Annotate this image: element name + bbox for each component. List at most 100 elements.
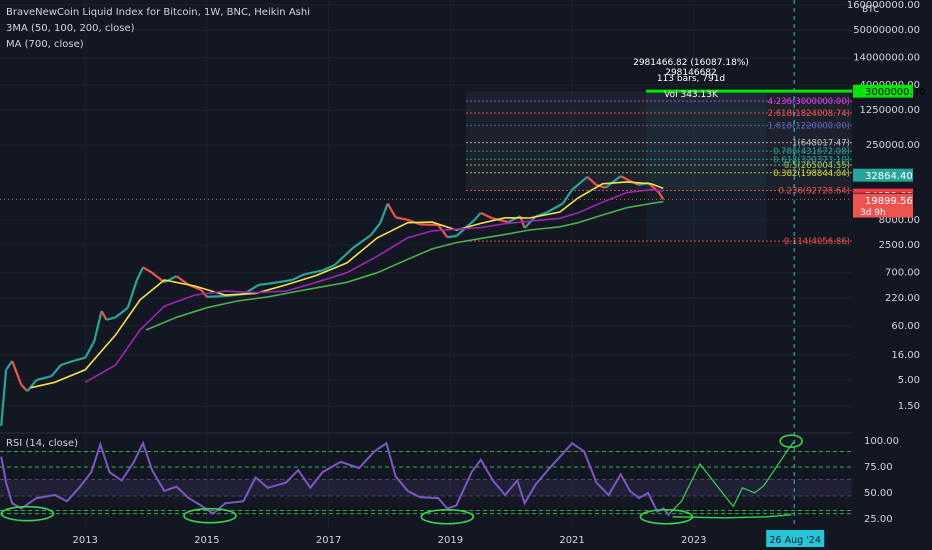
price-segment (100, 310, 108, 321)
price-segment (60, 359, 74, 367)
price-segment (142, 266, 153, 274)
price-segment (258, 282, 268, 286)
chart-title: BraveNewCoin Liquid Index for Bitcoin, 1… (6, 7, 310, 18)
fib-retracement[interactable]: 4.236(3000000.00) 2.618(1824008.74) 1.618(… (0, 0, 852, 528)
ma-line-ma50[interactable] (30, 181, 664, 389)
grid (0, 0, 932, 528)
time-tick-label: 2019 (438, 535, 463, 546)
price-axis[interactable]: 160000000.0050000000.0014000000.00400000… (847, 0, 932, 528)
price-label: 19899.56 (865, 196, 913, 207)
price-segment (84, 340, 96, 359)
price-label-box (853, 84, 913, 98)
fib-level-label: 0.114(4056.86) (784, 237, 850, 247)
annotation-ellipse[interactable] (420, 508, 475, 525)
price-segment (657, 191, 665, 200)
fib-level-label: 0.5(265004.55) (784, 161, 850, 171)
price-tick-label: 1250000.00 (860, 105, 920, 116)
price-segment (126, 279, 138, 309)
price-pane[interactable] (0, 175, 665, 427)
indicator-ma-label[interactable]: MA (700, close) (6, 39, 84, 50)
rsi-title[interactable]: RSI (14, close) (6, 438, 79, 449)
ma-line-ma200[interactable] (145, 200, 664, 331)
price-segment (447, 234, 457, 239)
fib-level-label: 2.618(1824008.74) (768, 109, 850, 119)
price-segment (370, 222, 382, 236)
time-tick-label: 2021 (559, 535, 584, 546)
rsi-projection[interactable] (668, 440, 795, 515)
price-segment (473, 212, 482, 221)
fib-level-label: 0.786(431672.08) (773, 147, 850, 157)
date-marker-label: 26 Aug '24 (769, 535, 820, 546)
measure-line-1: 2981466.82 (16087.18%) 298146682 (633, 58, 749, 78)
price-label-countdown: 3d 9h (860, 208, 886, 218)
price-tick-label: 700.00 (885, 268, 920, 279)
price-tick-label: 250000.00 (866, 140, 920, 151)
price-label: 3000000.00 (865, 87, 925, 98)
annotation-ellipse[interactable] (0, 505, 55, 522)
time-tick-label: 2015 (194, 535, 219, 546)
price-tick-label: 16.00 (891, 350, 920, 361)
price-tick-label: 160000000.00 (847, 0, 920, 11)
price-tick-label: 60.00 (891, 321, 920, 332)
price-segment (72, 356, 86, 363)
price-segment (437, 224, 449, 238)
price-segment (175, 275, 190, 286)
price-segment (36, 375, 52, 382)
measure-line-2: 113 bars, 791d (656, 74, 726, 84)
price-tick-label: 5.00 (898, 375, 920, 386)
price-segment (93, 310, 103, 342)
time-tick-label: 2013 (72, 535, 97, 546)
annotation-ellipse[interactable] (639, 508, 694, 525)
time-tick-label: 2023 (681, 535, 706, 546)
price-segment (291, 273, 305, 281)
rsi-pane[interactable] (0, 434, 852, 525)
price-segment (11, 360, 23, 386)
price-label: 32864.40 (865, 171, 913, 182)
price-tick-label: 8000.00 (879, 215, 920, 226)
price-segment (507, 215, 521, 224)
price-segment (620, 175, 631, 182)
rsi-tick-label: 25.00 (864, 514, 893, 525)
price-label-box (853, 168, 913, 182)
price-segment (352, 234, 372, 249)
price-segment (50, 364, 62, 377)
price-segment (135, 266, 144, 281)
fib-level-label: 0.382(198844.04) (773, 169, 850, 179)
price-segment (571, 175, 589, 191)
measure-zone (646, 91, 766, 242)
price-segment (395, 216, 408, 221)
annotation-ellipse[interactable] (183, 507, 237, 524)
rsi-support-curve[interactable] (672, 514, 792, 519)
price-segment (163, 275, 177, 284)
price-segment (419, 223, 439, 227)
price-tick-label: 50000000.00 (853, 25, 920, 36)
price-segment (333, 247, 354, 266)
price-segment (596, 183, 606, 189)
price-segment (379, 203, 389, 224)
annotation-ellipse[interactable] (779, 434, 803, 448)
date-marker-box (766, 530, 825, 547)
fib-level-label: 4.236(3000000.00) (768, 97, 850, 107)
price-segment (480, 211, 494, 220)
price-label-box (853, 193, 913, 218)
price-segment (304, 269, 323, 276)
price-segment (0, 369, 8, 427)
price-segment (561, 189, 574, 205)
price-tick-label: 1.50 (898, 401, 920, 412)
fib-level-label: 0.236(92728.64) (778, 186, 850, 196)
price-tick-label: 14000000.00 (853, 53, 920, 64)
rsi-line[interactable] (0, 440, 671, 517)
time-axis-bg (0, 528, 932, 550)
price-tick-label: 2500.00 (879, 240, 920, 251)
price-segment (523, 215, 537, 229)
price-segment (26, 379, 38, 392)
ma-line-ma100[interactable] (84, 188, 664, 383)
currency-label: BTC (862, 5, 880, 15)
fib-level-label: 1.618(1220000.00) (768, 121, 850, 131)
indicator-3ma-label[interactable]: 3MA (50, 100, 200, close) (6, 23, 135, 34)
rsi-tick-label: 75.00 (864, 462, 893, 473)
rsi-tick-label: 50.00 (864, 488, 893, 499)
fib-zone (466, 91, 852, 191)
time-axis[interactable]: 2013 2015 2017 2019 2021 2023 26 Aug '24 (0, 528, 932, 550)
